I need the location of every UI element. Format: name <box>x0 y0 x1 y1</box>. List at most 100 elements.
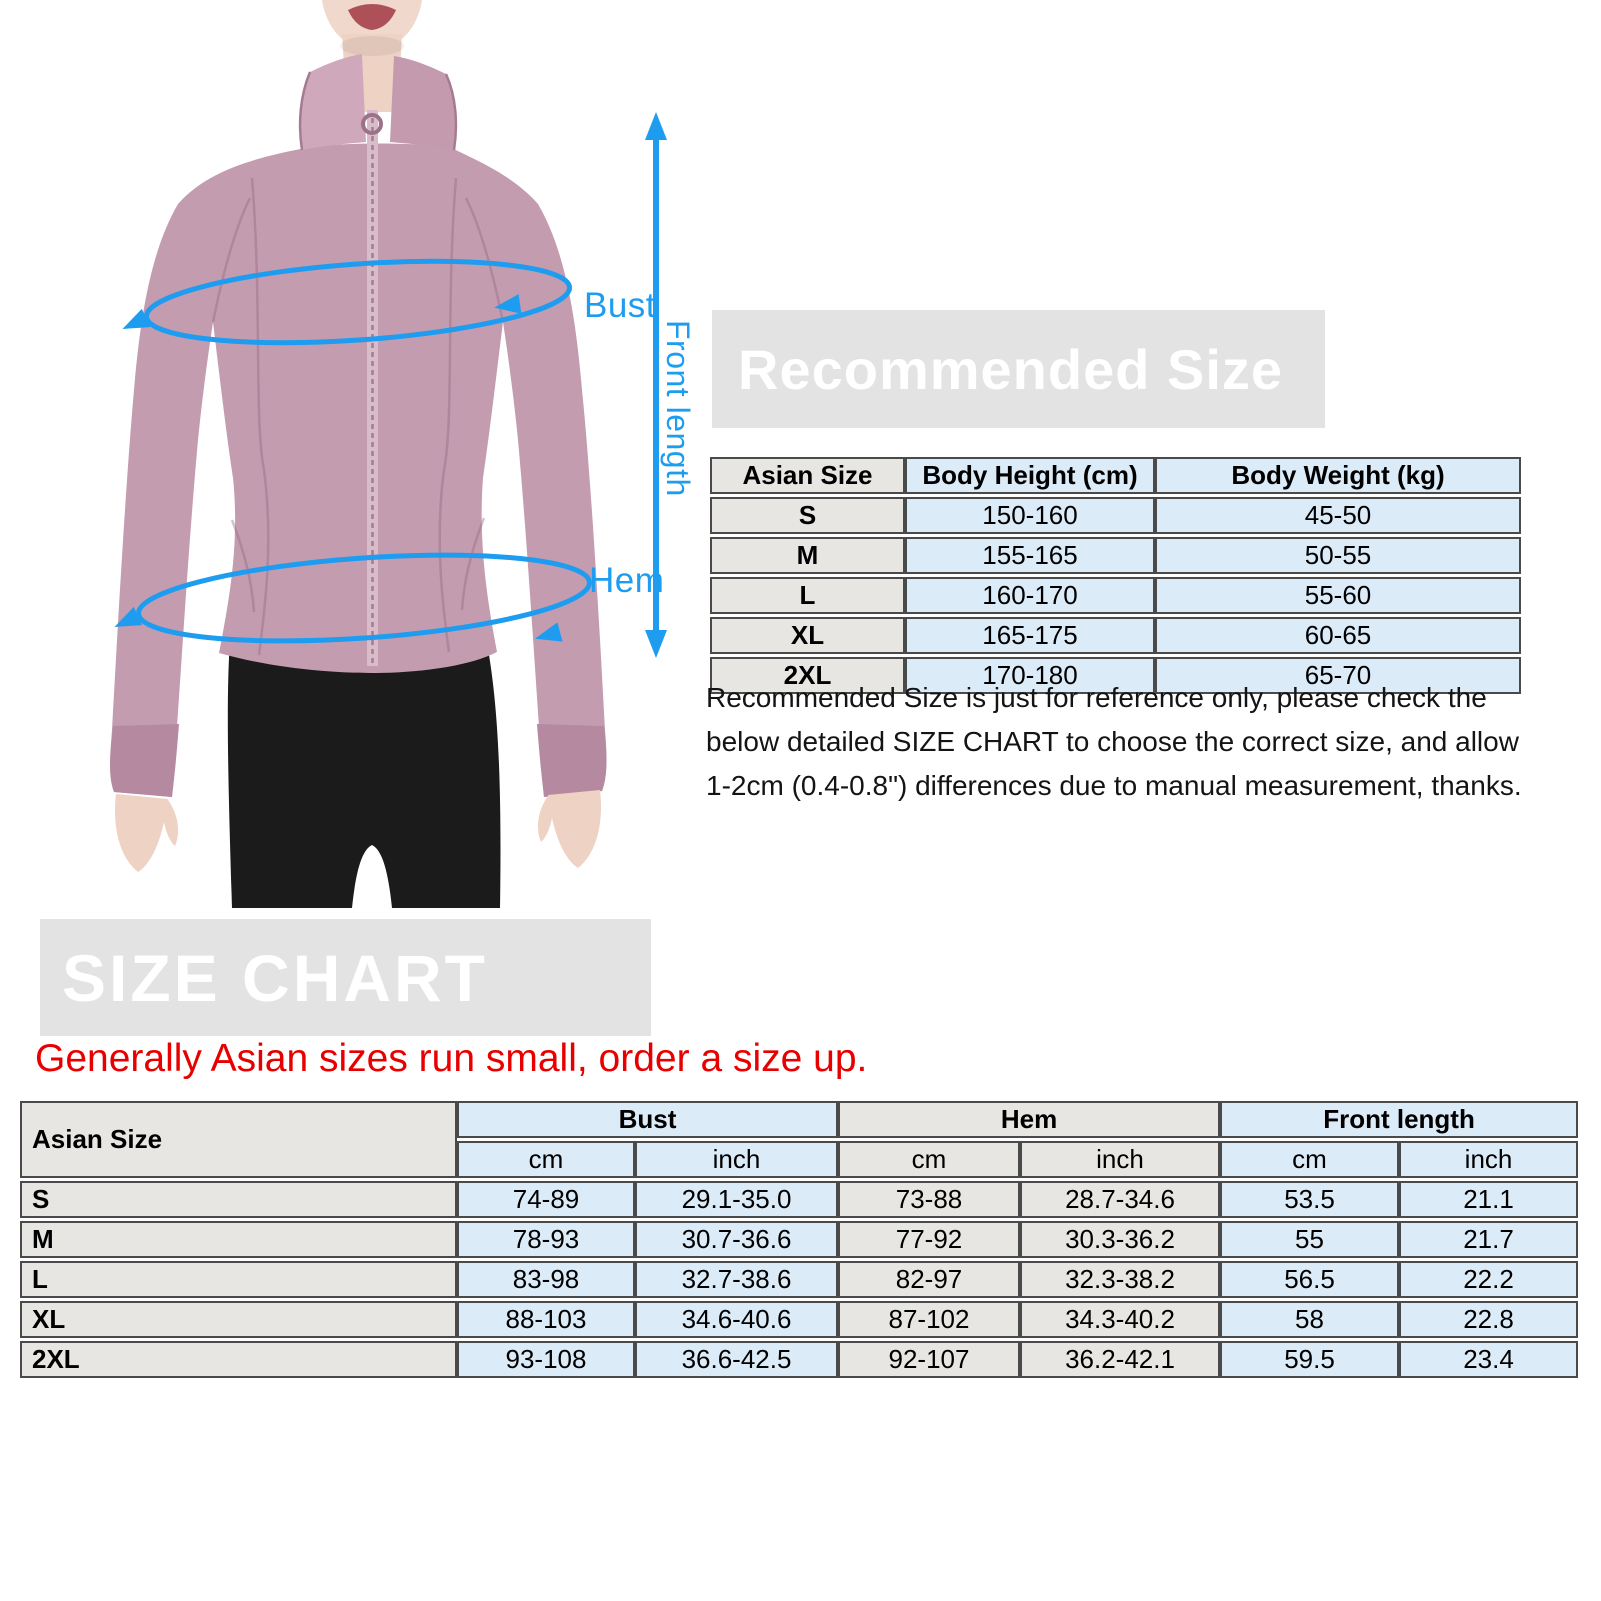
size-chart-table-cell: 34.6-40.6 <box>635 1301 838 1338</box>
size-chart-table-cell: 56.5 <box>1220 1261 1400 1298</box>
sizing-warning-text: Generally Asian sizes run small, order a… <box>35 1037 868 1080</box>
recommended-table-cell: 160-170 <box>905 577 1155 614</box>
size-chart-table-cell: 55 <box>1220 1221 1400 1258</box>
size-chart-table-cell: 30.3-36.2 <box>1020 1221 1221 1258</box>
note-line: Recommended Size is just for reference o… <box>706 682 1487 713</box>
recommended-table-cell: 150-160 <box>905 497 1155 534</box>
size-chart-table-cell: 53.5 <box>1220 1181 1400 1218</box>
size-chart-table-cell: 21.1 <box>1399 1181 1579 1218</box>
model-illustration <box>110 0 667 908</box>
size-chart-table-row: L 83-98 32.7-38.6 82-97 32.3-38.2 56.5 22.2 <box>20 1261 1579 1298</box>
hem-measure-ellipse <box>136 552 592 644</box>
recommended-size-note: Recommended Size is just for reference o… <box>706 676 1601 808</box>
recommended-table-cell: XL <box>710 617 905 654</box>
recommended-table-row: S 150-160 45-50 <box>710 497 1521 534</box>
zipper-pull <box>361 113 383 135</box>
size-chart-table-cell: 23.4 <box>1399 1341 1579 1378</box>
recommended-table-cell: 165-175 <box>905 617 1155 654</box>
product-photo <box>0 0 700 910</box>
recommended-table-row: 2XL 170-180 65-70 <box>710 657 1521 694</box>
hem-arrow-left <box>114 606 143 627</box>
recommended-table-cell: M <box>710 537 905 574</box>
size-chart-table-cell: 21.7 <box>1399 1221 1579 1258</box>
measurement-annotations <box>136 136 659 644</box>
size-chart-unit-header-row: cm inch cm inch cm inch <box>20 1141 1579 1178</box>
size-chart-table-row: S 74-89 29.1-35.0 73-88 28.7-34.6 53.5 21.1 <box>20 1181 1579 1218</box>
recommended-table-cell: 45-50 <box>1155 497 1521 534</box>
unit-header-cm: cm <box>457 1141 635 1178</box>
size-chart-table-cell: XL <box>20 1301 457 1338</box>
recommended-table-cell: 2XL <box>710 657 905 694</box>
size-chart-table-cell: 36.2-42.1 <box>1020 1341 1221 1378</box>
size-chart-table-cell: 32.3-38.2 <box>1020 1261 1221 1298</box>
size-chart-banner: SIZE CHART <box>40 919 651 1036</box>
size-chart-table-cell: 74-89 <box>457 1181 635 1218</box>
size-chart-group-header-row: Asian Size Bust Hem Front length <box>20 1101 1579 1178</box>
recommended-size-table: Asian Size Body Height (cm) Body Weight … <box>710 454 1521 697</box>
right-cuff <box>537 724 607 797</box>
size-chart-table-row: 2XL 93-108 36.6-42.5 92-107 36.2-42.1 59.5 23.… <box>20 1341 1579 1378</box>
size-chart-table-cell: S <box>20 1181 457 1218</box>
recommended-table-cell: 155-165 <box>905 537 1155 574</box>
size-chart-table-row: M 78-93 30.7-36.6 77-92 30.3-36.2 55 21.7 <box>20 1221 1579 1258</box>
bust-annotation-label: Bust <box>584 286 657 325</box>
left-cuff <box>110 724 179 797</box>
bust-arrow-left <box>122 308 151 329</box>
jacket-collar <box>298 54 458 151</box>
hem-arrow-right <box>534 622 563 642</box>
unit-header-inch: inch <box>1020 1141 1221 1178</box>
model-lips <box>348 4 396 30</box>
size-chart-table-cell: 22.2 <box>1399 1261 1579 1298</box>
recommended-table-row: M 155-165 50-55 <box>710 537 1521 574</box>
bust-measure-ellipse <box>143 258 573 346</box>
recommended-table-cell: 50-55 <box>1155 537 1521 574</box>
size-chart-table-cell: 88-103 <box>457 1301 635 1338</box>
unit-header-inch: inch <box>1399 1141 1579 1178</box>
size-chart-table-cell: 58 <box>1220 1301 1400 1338</box>
bust-arrow-right <box>494 294 522 314</box>
recommended-table-cell: 170-180 <box>905 657 1155 694</box>
size-chart-table-cell: 29.1-35.0 <box>635 1181 838 1218</box>
size-chart-table-cell: 83-98 <box>457 1261 635 1298</box>
size-chart-table-cell: 28.7-34.6 <box>1020 1181 1221 1218</box>
recommended-table-cell: 65-70 <box>1155 657 1521 694</box>
col-header-body-height: Body Height (cm) <box>905 457 1155 494</box>
front-length-annotation-label: Front length <box>660 320 696 497</box>
note-line: 1-2cm (0.4-0.8") differences due to manu… <box>706 770 1522 801</box>
size-chart-table-cell: L <box>20 1261 457 1298</box>
size-chart-table-cell: 2XL <box>20 1341 457 1378</box>
col-header-body-weight: Body Weight (kg) <box>1155 457 1521 494</box>
unit-header-cm: cm <box>1220 1141 1400 1178</box>
size-chart-title: SIZE CHART <box>62 940 488 1015</box>
group-header-front-length: Front length <box>1220 1101 1579 1138</box>
recommended-table-cell: L <box>710 577 905 614</box>
recommended-table-row: L 160-170 55-60 <box>710 577 1521 614</box>
jacket-body <box>110 143 607 797</box>
size-chart-table-cell: 93-108 <box>457 1341 635 1378</box>
hem-annotation-label: Hem <box>589 561 665 600</box>
recommended-table-header-row: Asian Size Body Height (cm) Body Weight … <box>710 457 1521 494</box>
chin-shadow <box>340 36 404 56</box>
size-chart-table-cell: 36.6-42.5 <box>635 1341 838 1378</box>
group-header-bust: Bust <box>457 1101 838 1138</box>
front-length-arrow-down <box>645 630 667 658</box>
recommended-size-title: Recommended Size <box>738 337 1284 401</box>
size-chart-table-cell: 34.3-40.2 <box>1020 1301 1221 1338</box>
leggings <box>227 638 501 908</box>
recommended-table-cell: 60-65 <box>1155 617 1521 654</box>
col-header-asian-size: Asian Size <box>710 457 905 494</box>
col-header-asian-size: Asian Size <box>20 1101 457 1178</box>
recommended-table-row: XL 165-175 60-65 <box>710 617 1521 654</box>
note-line: below detailed SIZE CHART to choose the … <box>706 726 1519 757</box>
size-chart-table-cell: 77-92 <box>838 1221 1020 1258</box>
size-chart-table: Asian Size Bust Hem Front length cm inch… <box>20 1098 1579 1381</box>
size-chart-table-cell: 59.5 <box>1220 1341 1400 1378</box>
size-chart-table-cell: 73-88 <box>838 1181 1020 1218</box>
size-chart-table-cell: 78-93 <box>457 1221 635 1258</box>
size-chart-table-cell: M <box>20 1221 457 1258</box>
recommended-table-cell: 55-60 <box>1155 577 1521 614</box>
recommended-table-cell: S <box>710 497 905 534</box>
unit-header-inch: inch <box>635 1141 838 1178</box>
size-chart-table-cell: 30.7-36.6 <box>635 1221 838 1258</box>
